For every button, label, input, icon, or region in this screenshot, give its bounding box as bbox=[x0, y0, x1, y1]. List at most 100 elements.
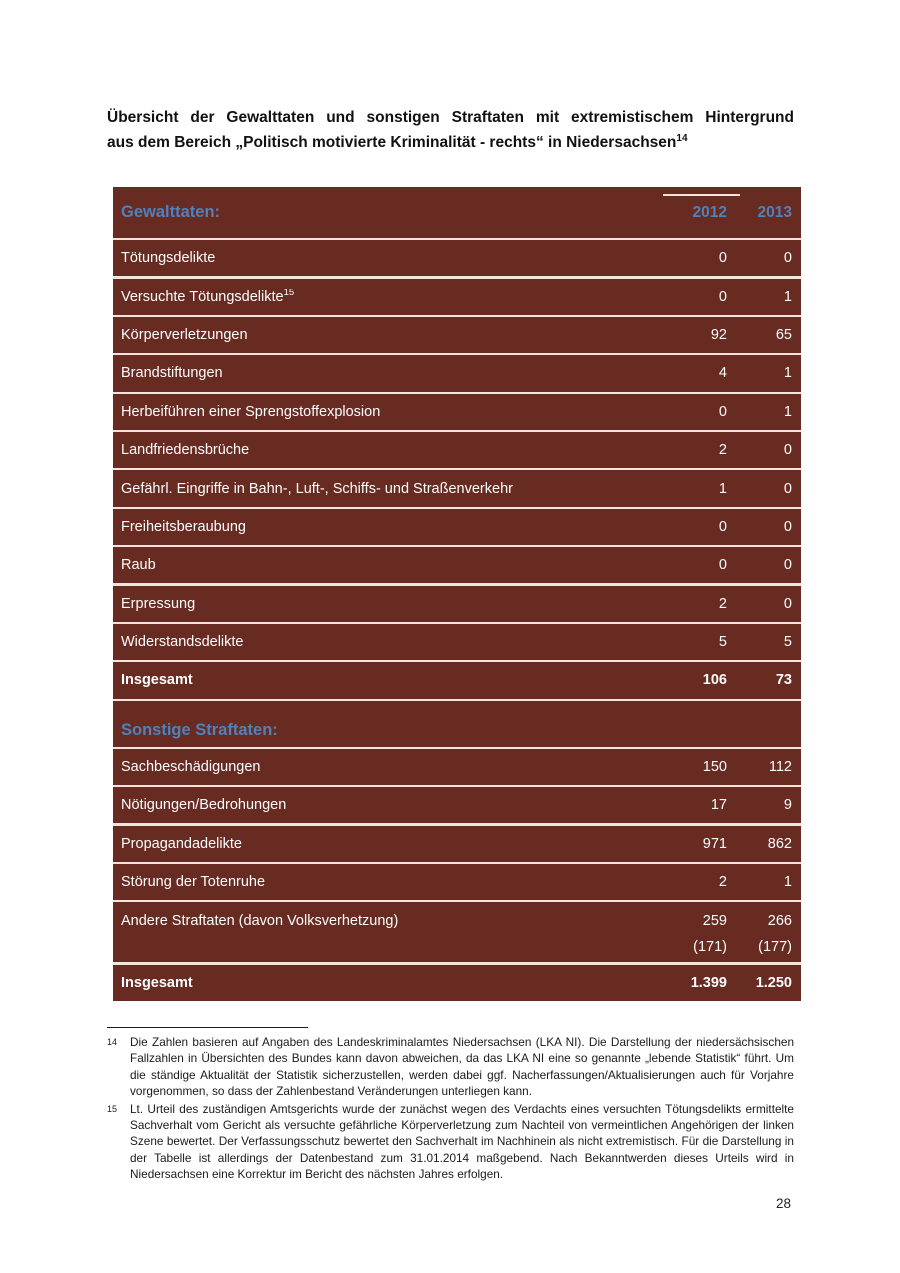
value-2013: 266 bbox=[767, 913, 792, 930]
table-row: Propagandadelikte 971 862 bbox=[113, 825, 801, 862]
table-row: Insgesamt 1.399 1.250 bbox=[113, 964, 801, 1001]
row-label: Tötungsdelikte bbox=[121, 250, 216, 267]
table-row: Freiheitsberaubung 0 0 bbox=[113, 508, 801, 545]
table-row: Versuchte Tötungsdelikte15 0 1 bbox=[113, 278, 801, 315]
value-2012: 150 bbox=[702, 758, 727, 775]
table-header-gewalttaten: Gewalttaten: 2012 2013 bbox=[113, 187, 801, 238]
footnote-15: 15 Lt. Urteil des zuständigen Amtsgerich… bbox=[107, 1101, 794, 1183]
row-footnote-ref: 15 bbox=[283, 288, 295, 298]
value-2012: 5 bbox=[718, 634, 727, 651]
row-label: Herbeiführen einer Sprengstoffexplosion bbox=[121, 403, 381, 420]
value-2013: 0 bbox=[783, 595, 792, 612]
row-label: Freiheitsberaubung bbox=[121, 518, 246, 535]
value-2013: 112 bbox=[768, 758, 792, 775]
row-label: Insgesamt bbox=[121, 672, 193, 689]
value-2012-sub: (171) bbox=[693, 939, 727, 956]
value-2012: 106 bbox=[702, 672, 727, 689]
row-label: Insgesamt bbox=[121, 974, 193, 991]
value-2012: 1.399 bbox=[690, 974, 727, 991]
value-2013: 1 bbox=[783, 403, 792, 420]
footnote-15-text: Lt. Urteil des zuständigen Amtsgerichts … bbox=[130, 1101, 794, 1182]
value-2013: 1.250 bbox=[755, 974, 792, 991]
value-2013: 0 bbox=[783, 250, 792, 267]
row-label: Andere Straftaten (davon Volksverhetzung… bbox=[121, 913, 399, 930]
value-2012: 2 bbox=[718, 595, 727, 612]
value-2013: 5 bbox=[783, 634, 792, 651]
column-top-border bbox=[663, 194, 740, 196]
value-2012: 971 bbox=[702, 835, 727, 852]
table-row: Störung der Totenruhe 2 1 bbox=[113, 864, 801, 901]
table-row: Brandstiftungen 4 1 bbox=[113, 355, 801, 392]
table-row: Landfriedensbrüche 2 0 bbox=[113, 432, 801, 469]
value-2012: 1 bbox=[718, 480, 727, 497]
section-title: Sonstige Straftaten: bbox=[121, 720, 278, 739]
value-2013: 1 bbox=[783, 365, 792, 382]
value-2013: 862 bbox=[767, 835, 792, 852]
column-header-2013: 2013 bbox=[757, 203, 792, 221]
page-title: Übersicht der Gewalttaten und sonstigen … bbox=[107, 105, 794, 155]
value-2013-sub: (177) bbox=[758, 939, 792, 956]
row-line-1: Andere Straftaten (davon Volksverhetzung… bbox=[113, 908, 801, 934]
row-label: Landfriedensbrüche bbox=[121, 442, 250, 459]
table-row: Nötigungen/Bedrohungen 17 9 bbox=[113, 787, 801, 824]
footnote-14-marker: 14 bbox=[107, 1037, 118, 1047]
section-title: Gewalttaten: bbox=[121, 203, 221, 221]
value-2013: 0 bbox=[783, 480, 792, 497]
value-2013: 0 bbox=[783, 442, 792, 459]
footnotes: 14 Die Zahlen basieren auf Angaben des L… bbox=[107, 1034, 794, 1184]
row-label: Sachbeschädigungen bbox=[121, 758, 261, 775]
value-2013: 65 bbox=[775, 327, 792, 344]
row-label: Störung der Totenruhe bbox=[121, 874, 266, 891]
table-row: Widerstandsdelikte 5 5 bbox=[113, 623, 801, 661]
row-label: Raub bbox=[121, 557, 156, 574]
footnote-14: 14 Die Zahlen basieren auf Angaben des L… bbox=[107, 1034, 794, 1100]
value-2013: 1 bbox=[783, 288, 792, 305]
footnote-15-marker: 15 bbox=[107, 1103, 118, 1114]
value-2012: 0 bbox=[718, 250, 727, 267]
row-line-2: (171) (177) bbox=[113, 934, 801, 960]
table-row: Herbeiführen einer Sprengstoffexplosion 0… bbox=[113, 393, 801, 430]
value-2013: 0 bbox=[783, 557, 792, 574]
row-label: Erpressung bbox=[121, 595, 196, 612]
table-row: Gefährl. Eingriffe in Bahn-, Luft-, Schi… bbox=[113, 470, 801, 507]
row-label: Widerstandsdelikte bbox=[121, 634, 244, 651]
page-title-line1: Übersicht der Gewalttaten und sonstigen … bbox=[107, 109, 794, 126]
crime-statistics-table: Gewalttaten: 2012 2013 Tötungsdelikte 0 0 Vers… bbox=[113, 187, 801, 1001]
row-label: Versuchte Tötungsdelikte15 bbox=[121, 288, 295, 305]
footnote-14-text: Die Zahlen basieren auf Angaben des Land… bbox=[130, 1035, 794, 1099]
table-row: Tötungsdelikte 0 0 bbox=[113, 240, 801, 277]
table-row: Andere Straftaten (davon Volksverhetzung… bbox=[113, 902, 801, 963]
row-label: Propagandadelikte bbox=[121, 835, 242, 852]
row-label: Körperverletzungen bbox=[121, 327, 248, 344]
page-title-line2-text: aus dem Bereich „Politisch motivierte Kr… bbox=[107, 134, 677, 151]
column-header-2012: 2012 bbox=[692, 203, 727, 221]
table-row: Erpressung 2 0 bbox=[113, 585, 801, 622]
value-2013: 1 bbox=[783, 874, 792, 891]
value-2012: 2 bbox=[718, 442, 727, 459]
row-label: Nötigungen/Bedrohungen bbox=[121, 797, 287, 814]
footnote-divider bbox=[107, 1027, 308, 1028]
value-2012: 2 bbox=[718, 874, 727, 891]
table-header-sonstige-straftaten: Sonstige Straftaten: bbox=[113, 700, 801, 747]
table-row: Raub 0 0 bbox=[113, 547, 801, 584]
page-title-line2: aus dem Bereich „Politisch motivierte Kr… bbox=[107, 130, 794, 155]
table-row: Körperverletzungen 92 65 bbox=[113, 316, 801, 354]
table-row: Insgesamt 106 73 bbox=[113, 662, 801, 699]
page-number: 28 bbox=[775, 1196, 791, 1211]
value-2012: 259 bbox=[702, 913, 727, 930]
value-2012: 4 bbox=[718, 365, 727, 382]
value-2012: 0 bbox=[718, 288, 727, 305]
value-2013: 9 bbox=[783, 797, 792, 814]
value-2013: 73 bbox=[775, 672, 792, 689]
value-2012: 17 bbox=[710, 797, 727, 814]
value-2013: 0 bbox=[783, 518, 792, 535]
row-label: Brandstiftungen bbox=[121, 365, 223, 382]
value-2012: 92 bbox=[710, 327, 727, 344]
table-row: Sachbeschädigungen 150 112 bbox=[113, 748, 801, 786]
title-footnote-ref: 14 bbox=[676, 132, 688, 144]
value-2012: 0 bbox=[718, 557, 727, 574]
value-2012: 0 bbox=[718, 403, 727, 420]
row-label: Gefährl. Eingriffe in Bahn-, Luft-, Schi… bbox=[121, 480, 513, 497]
value-2012: 0 bbox=[718, 518, 727, 535]
